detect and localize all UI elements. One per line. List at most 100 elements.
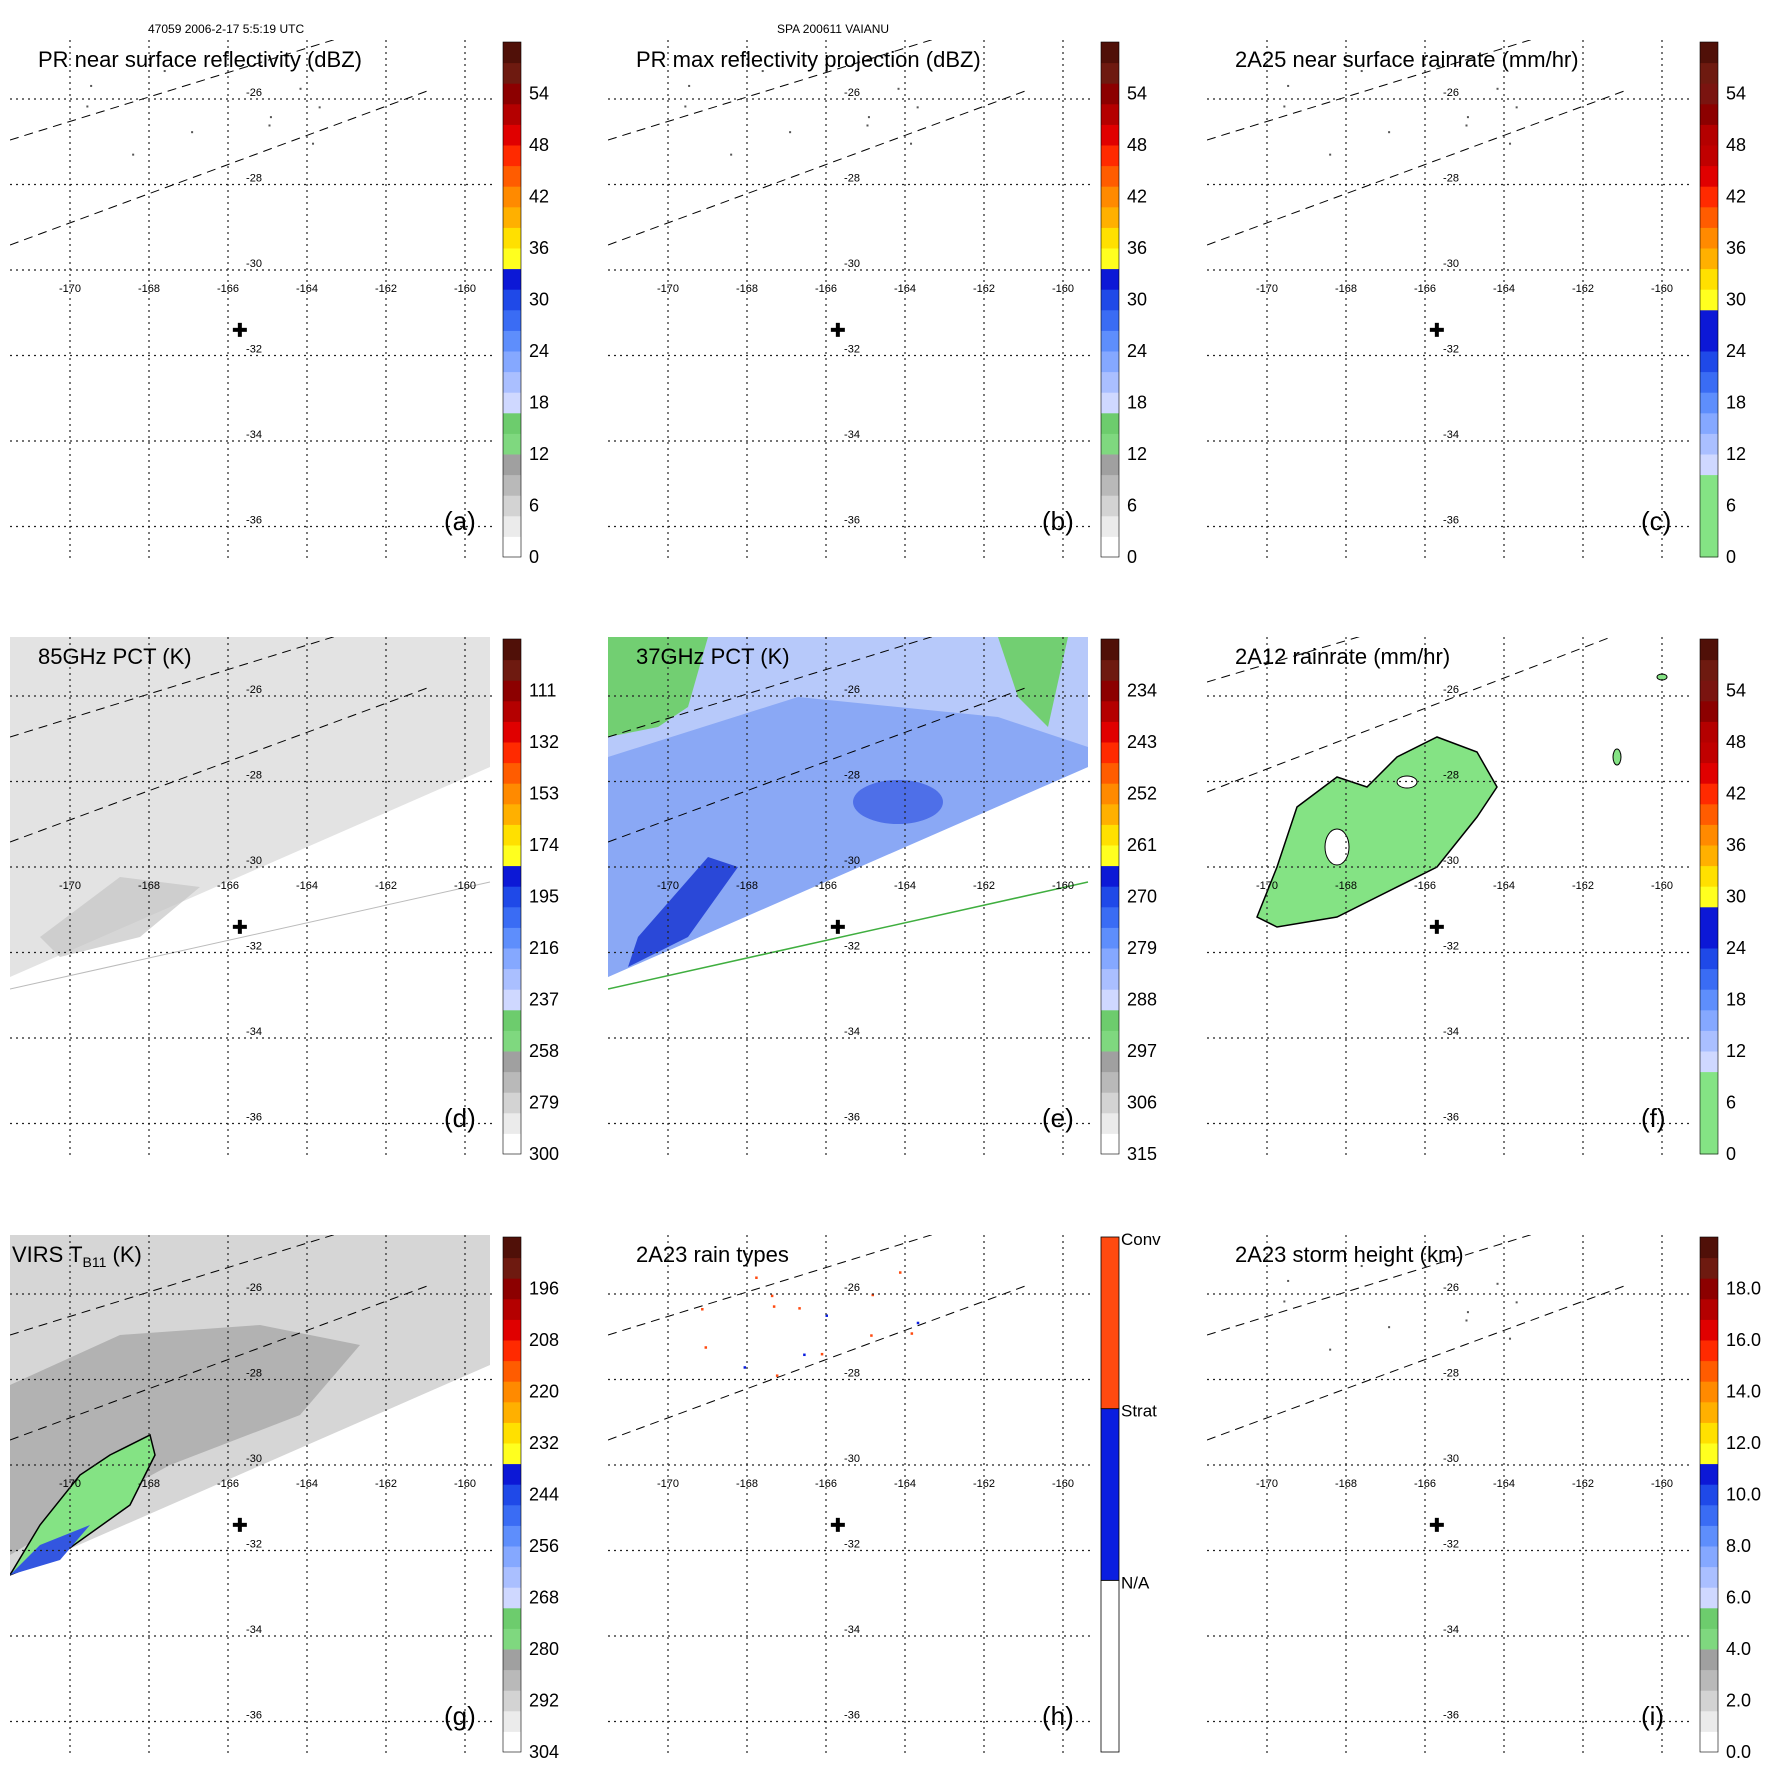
map-area [608, 637, 1090, 1157]
colorbar-segment [1700, 433, 1718, 455]
lat-tick-label: -36 [246, 1112, 262, 1124]
colorbar-segment [1700, 1112, 1718, 1134]
rain-pixel [312, 142, 315, 145]
colorbar-segment [1700, 536, 1718, 558]
colorbar-tick-label: 288 [1127, 990, 1157, 1010]
colorbar-segment [1101, 289, 1119, 311]
colorbar-segment [503, 474, 521, 496]
colorbar-tick-label: 208 [529, 1330, 559, 1350]
colorbar-segment [503, 1607, 521, 1629]
lat-tick-label: -36 [246, 1710, 262, 1722]
map-area [608, 40, 1090, 560]
lat-tick-label: -36 [844, 1710, 860, 1722]
swath-boundary [1207, 89, 1628, 246]
colorbar-segment [503, 906, 521, 928]
lat-tick-label: -28 [246, 173, 262, 185]
colorbar-tick-label: 10.0 [1726, 1485, 1761, 1505]
colorbar-tick-label: 270 [1127, 887, 1157, 907]
colorbar-segment [1700, 1443, 1718, 1465]
panel-i: -170 -168 -166 -164 -162 -160 -26 -28 -30 -32 -34 -… [1207, 1235, 1761, 1762]
swath-boundary [1207, 1284, 1628, 1441]
lat-tick-label: -30 [1443, 1453, 1459, 1465]
rain-pixel [743, 1366, 747, 1369]
colorbar-segment [503, 1649, 521, 1671]
colorbar-segment [1101, 268, 1119, 290]
rain-pixel [1283, 105, 1286, 108]
colorbar-segment [1700, 1649, 1718, 1671]
lon-tick-label: -162 [973, 880, 995, 892]
colorbar-frame [1699, 638, 1719, 1155]
colorbar-segment [503, 515, 521, 537]
colorbar-segment [1101, 536, 1119, 558]
rain-pixel [866, 124, 869, 127]
lon-tick-label: -162 [973, 1478, 995, 1490]
rain-pixel [772, 1305, 776, 1308]
panel-letter: (b) [1042, 506, 1074, 536]
lat-tick-label: -34 [1443, 1624, 1459, 1636]
colorbar-segment [1101, 309, 1119, 331]
rain-pixel [1329, 153, 1332, 156]
rain-cell [1612, 748, 1622, 766]
lat-tick-label: -34 [844, 1624, 860, 1636]
rain-pixel [1388, 1326, 1391, 1329]
colorbar-segment [503, 1360, 521, 1382]
rain-pixel [701, 1308, 704, 1311]
colorbar-segment [503, 1071, 521, 1093]
colorbar-segment [1700, 206, 1718, 228]
colorbar-tick-label: 24 [1726, 341, 1746, 361]
rain-pixel [1496, 1282, 1499, 1285]
cold-cloud-region [10, 1433, 156, 1576]
rain-pixel [1465, 1319, 1468, 1322]
rain-pixel [1509, 142, 1512, 145]
colorbar-frame [1100, 41, 1120, 558]
lat-tick-label: -28 [1443, 770, 1459, 782]
lat-tick-label: -32 [246, 344, 262, 356]
lon-tick-label: -164 [894, 283, 916, 295]
colorbar-tick-label: 279 [1127, 938, 1157, 958]
green-region [608, 637, 708, 737]
colorbar-segment [1101, 803, 1119, 825]
lat-tick-label: -26 [1443, 684, 1459, 696]
lat-tick-label: -30 [1443, 855, 1459, 867]
rain-pixel [688, 84, 691, 87]
swath-boundary [608, 89, 1029, 246]
colorbar-segment [1700, 1607, 1718, 1629]
colorbar-frame [502, 41, 522, 558]
rain-pixel [132, 153, 135, 156]
colorbar-segment [1101, 515, 1119, 537]
colorbar-label: N/A [1121, 1573, 1150, 1592]
warm-pct-region [608, 697, 1088, 977]
lon-tick-label: -162 [375, 880, 397, 892]
colorbar-segment [503, 1422, 521, 1444]
colorbar-segment [503, 103, 521, 125]
colorbar-segment [503, 1690, 521, 1712]
colorbar-tick-label: 195 [529, 887, 559, 907]
colorbar-segment [1101, 1112, 1119, 1134]
colorbar-segment [1700, 186, 1718, 208]
lon-tick-label: -164 [894, 880, 916, 892]
lon-tick-label: -166 [815, 283, 837, 295]
rain-region [1256, 736, 1498, 928]
colorbar-tick-label: 24 [1127, 341, 1147, 361]
colorbar-segment [1700, 165, 1718, 187]
map-area [1207, 637, 1689, 1157]
panel-title: 2A23 rain types [636, 1242, 789, 1267]
lon-tick-label: -164 [296, 283, 318, 295]
colorbar-segment [503, 186, 521, 208]
colorbar-tick-label: 48 [1127, 135, 1147, 155]
colorbar-tick-label: 18 [529, 393, 549, 413]
lat-tick-label: -28 [246, 1368, 262, 1380]
colorbar-tick-label: 0 [1726, 547, 1736, 567]
colorbar-segment [503, 1009, 521, 1031]
lat-tick-label: -34 [246, 429, 262, 441]
colorbar-tick-label: 36 [1726, 835, 1746, 855]
lat-tick-label: -26 [246, 1282, 262, 1294]
colorbar-segment [1100, 1579, 1120, 1753]
panel-title: 85GHz PCT (K) [38, 644, 192, 669]
colorbar-tick-label: 6 [1726, 1093, 1736, 1113]
colorbar-segment [503, 1463, 521, 1485]
lon-tick-label: -164 [1493, 1478, 1515, 1490]
colorbar-segment [1101, 968, 1119, 990]
colorbar-segment [1700, 721, 1718, 743]
colorbar-tick-label: 24 [1726, 938, 1746, 958]
